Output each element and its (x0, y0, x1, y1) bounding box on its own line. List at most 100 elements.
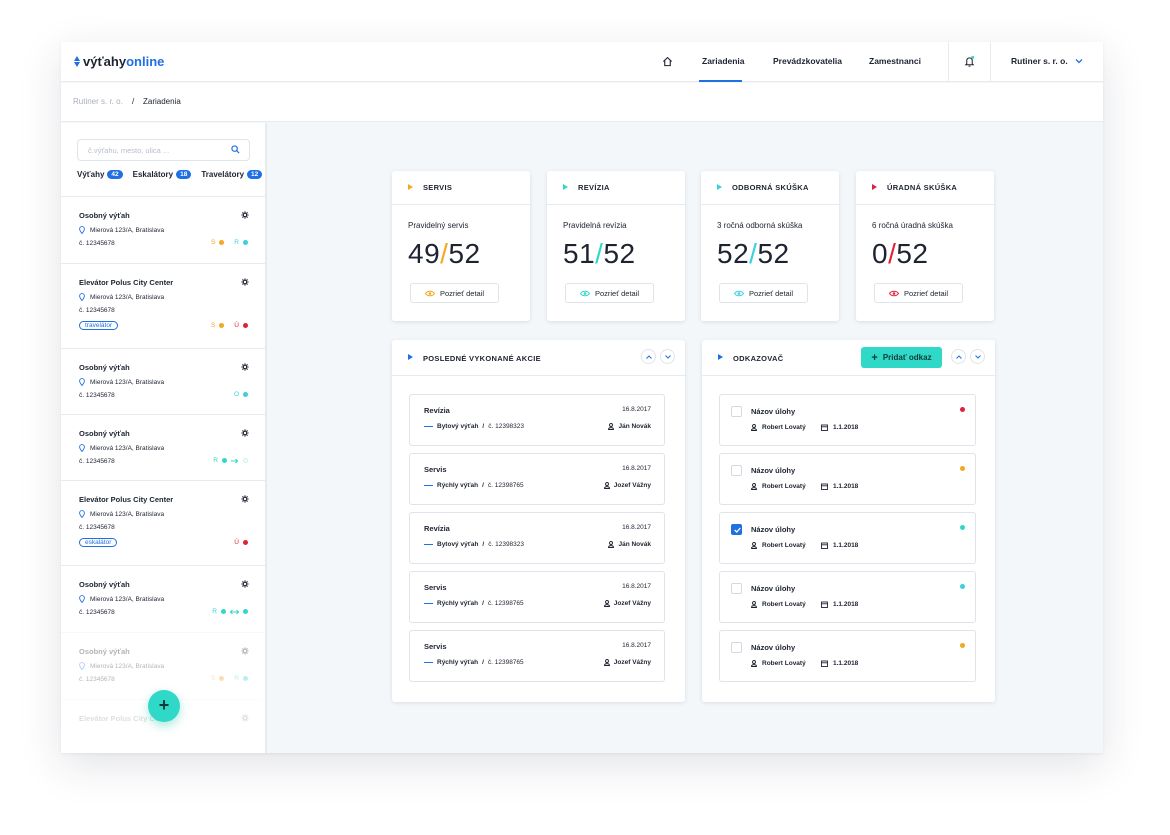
meta-separator: / (482, 600, 484, 607)
detail-button[interactable]: Pozrieť detail (565, 283, 654, 303)
gear-icon[interactable] (241, 495, 249, 503)
action-item[interactable]: Servis 16.8.2017 Rýchly výťah / č. 1239876… (409, 630, 665, 682)
action-item[interactable]: Servis 16.8.2017 Rýchly výťah / č. 1239876… (409, 571, 665, 623)
location-pin-icon (79, 444, 85, 452)
chevron-up-button[interactable] (951, 349, 966, 364)
gear-icon[interactable] (241, 580, 249, 588)
device-item[interactable]: Elevátor Polus City Center Mierová 123/A… (61, 480, 265, 565)
detail-button[interactable]: Pozrieť detail (410, 283, 499, 303)
task-item[interactable]: Názov úlohy Robert Lovatý 1.1.2018 (719, 571, 976, 623)
status-letter: Ú (234, 322, 239, 329)
add-message-button[interactable]: + Pridať odkaz (861, 347, 942, 368)
task-item[interactable]: Názov úlohy Robert Lovatý 1.1.2018 (719, 453, 976, 505)
detail-button[interactable]: Pozrieť detail (719, 283, 808, 303)
nav-prevadzkovatelia[interactable]: Prevádzkovatelia (773, 56, 842, 66)
gear-icon[interactable] (241, 278, 249, 286)
home-icon[interactable] (662, 56, 673, 67)
card-title: SERVIS (423, 183, 453, 192)
task-checkbox[interactable] (731, 465, 742, 476)
status-dot-empty (243, 458, 248, 463)
filter-vytahy[interactable]: Výťahy 42 (77, 170, 123, 179)
gear-icon[interactable] (241, 211, 249, 219)
ratio-slash: / (749, 238, 758, 269)
status-dot (243, 392, 248, 397)
device-type: Rýchly výťah (437, 600, 479, 607)
search-icon[interactable] (231, 145, 240, 154)
location-pin-icon (79, 662, 85, 670)
task-checkbox[interactable] (731, 406, 742, 417)
task-item[interactable]: Názov úlohy Robert Lovatý 1.1.2018 (719, 394, 976, 446)
chevron-down-button[interactable] (970, 349, 985, 364)
device-item[interactable]: Osobný výťah Mierová 123/A, Bratislava č… (61, 632, 265, 699)
device-name: Osobný výťah (79, 363, 130, 372)
chevron-down-icon[interactable] (1075, 58, 1083, 64)
bell-icon[interactable] (964, 55, 975, 68)
dash-line (424, 426, 433, 427)
filter-eskalatory[interactable]: Eskalátory 18 (133, 170, 192, 179)
status-indicators: Ú (234, 539, 248, 546)
stat-total: 52 (757, 238, 790, 269)
play-icon (408, 354, 413, 360)
gear-icon[interactable] (241, 714, 249, 722)
task-item[interactable]: Názov úlohy Robert Lovatý 1.1.2018 (719, 512, 976, 564)
company-selector[interactable]: Rutiner s. r. o. (1011, 56, 1068, 66)
chevron-down-icon (975, 355, 981, 359)
device-item[interactable]: Osobný výťah Mierová 123/A, Bratislava č… (61, 196, 265, 263)
nav-zariadenia[interactable]: Zariadenia (702, 56, 745, 66)
stat-done: 0 (872, 238, 889, 269)
status-indicators: R (212, 608, 248, 615)
stat-ratio: 52/52 (717, 238, 790, 270)
card-header: ÚRADNÁ SKÚŠKA (856, 171, 994, 205)
action-item[interactable]: Revízia 16.8.2017 Bytový výťah / č. 123983… (409, 394, 665, 446)
user-name: Jozef Vážny (613, 600, 651, 607)
gear-icon[interactable] (241, 363, 249, 371)
meta-separator: / (482, 423, 485, 430)
chevron-up-button[interactable] (641, 349, 656, 364)
play-icon (717, 184, 722, 190)
status-indicators: O (234, 391, 248, 398)
date-text: 1.1.2018 (833, 424, 859, 431)
stat-ratio: 49/52 (408, 238, 481, 270)
logo[interactable]: výťahy online (74, 54, 164, 69)
card-title: REVÍZIA (578, 183, 610, 192)
chevron-down-button[interactable] (660, 349, 675, 364)
search-input[interactable]: č.výťahu, mesto, ulica ... (77, 139, 250, 161)
calendar-icon (821, 660, 828, 667)
device-address: Mierová 123/A, Bratislava (79, 378, 249, 386)
action-device: Rýchly výťah / č. 12398765 (424, 600, 524, 607)
task-user: Robert Lovatý (751, 542, 806, 549)
device-item[interactable]: Elevátor Polus City Center Mierová 123/A… (61, 263, 265, 348)
dash-line (424, 603, 433, 604)
action-user: Jozef Vážny (603, 482, 651, 489)
add-device-button[interactable]: + (148, 690, 180, 722)
panel-arrows (951, 349, 985, 364)
filter-travelatory[interactable]: Travelátory 12 (201, 170, 263, 179)
task-title: Názov úlohy (751, 466, 796, 475)
task-item[interactable]: Názov úlohy Robert Lovatý 1.1.2018 (719, 630, 976, 682)
device-item[interactable]: Osobný výťah Mierová 123/A, Bratislava č… (61, 565, 265, 632)
status-indicators: S R (211, 239, 248, 246)
user-name: Robert Lovatý (762, 601, 806, 608)
play-icon (408, 184, 413, 190)
task-checkbox-checked[interactable] (731, 524, 742, 535)
device-item[interactable]: Osobný výťah Mierová 123/A, Bratislava č… (61, 414, 265, 480)
gear-icon[interactable] (241, 429, 249, 437)
priority-dot (960, 584, 965, 589)
dash-line (424, 662, 433, 663)
task-checkbox[interactable] (731, 583, 742, 594)
status-letter: S (210, 675, 216, 682)
action-item[interactable]: Servis 16.8.2017 Rýchly výťah / č. 1239876… (409, 453, 665, 505)
nav-zamestnanci[interactable]: Zamestnanci (869, 56, 921, 66)
breadcrumb-root[interactable]: Rutiner s. r. o. (73, 97, 123, 106)
action-device: Rýchly výťah / č. 12398765 (424, 482, 524, 489)
device-type-tag: travelátor (79, 321, 119, 330)
user-name: Robert Lovatý (762, 424, 806, 431)
filter-label: Eskalátory (132, 170, 174, 179)
gear-icon[interactable] (241, 647, 249, 655)
task-checkbox[interactable] (731, 642, 742, 653)
detail-button[interactable]: Pozrieť detail (874, 283, 963, 303)
messages-panel: ODKAZOVAČ + Pridať odkaz Názov úlohy Robe… (702, 340, 995, 702)
divider (990, 42, 991, 82)
device-item[interactable]: Osobný výťah Mierová 123/A, Bratislava č… (61, 348, 265, 414)
action-item[interactable]: Revízia 16.8.2017 Bytový výťah / č. 123983… (409, 512, 665, 564)
